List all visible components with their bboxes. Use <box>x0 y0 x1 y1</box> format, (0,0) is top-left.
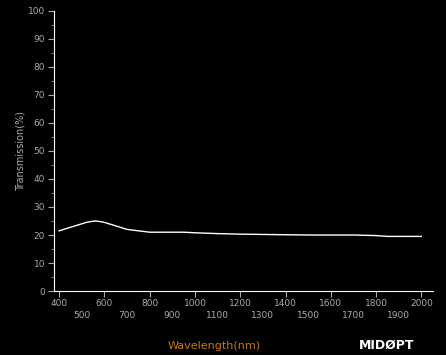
Text: Wavelength(nm): Wavelength(nm) <box>168 342 260 351</box>
Text: MIDØPT: MIDØPT <box>359 338 415 351</box>
Y-axis label: Transmission(%): Transmission(%) <box>15 111 25 191</box>
